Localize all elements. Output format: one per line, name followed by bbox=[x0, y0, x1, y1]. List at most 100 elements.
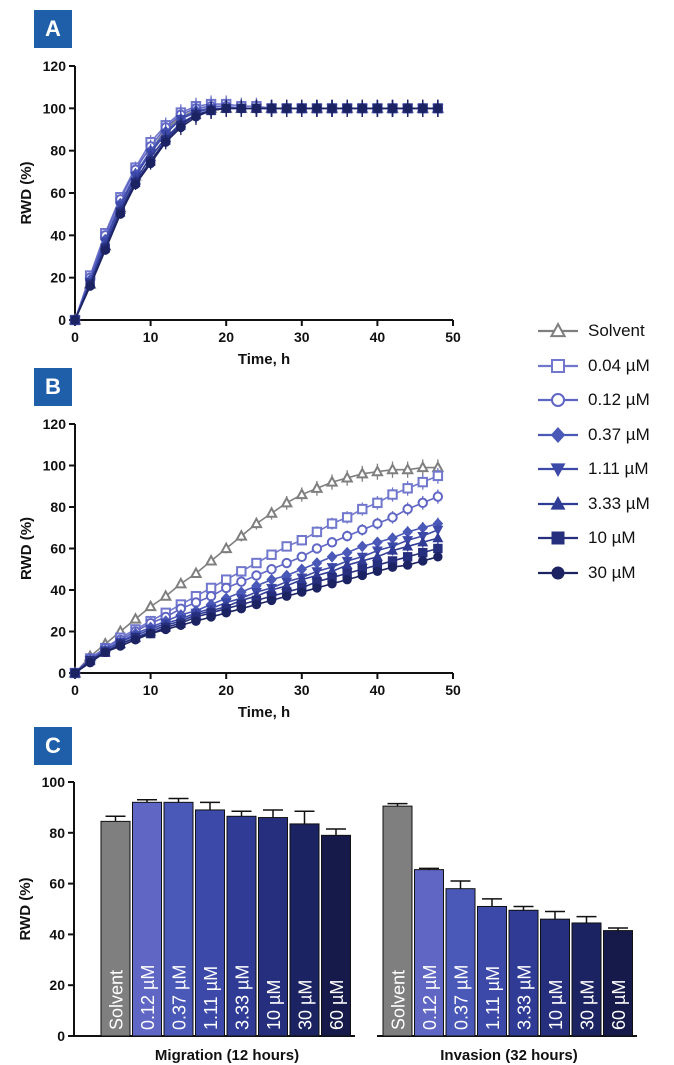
bar-label: 30 µM bbox=[296, 980, 316, 1030]
legend-marker bbox=[551, 531, 565, 545]
data-point bbox=[371, 550, 383, 561]
data-point bbox=[159, 589, 173, 601]
data-point bbox=[357, 503, 368, 515]
legend-swatch bbox=[538, 393, 578, 408]
data-point bbox=[235, 529, 248, 541]
data-point bbox=[100, 245, 110, 255]
x-tick-label: 10 bbox=[143, 682, 159, 698]
x-tick-label: 50 bbox=[445, 329, 461, 345]
line-chart-a: 0 20 40 60 80 100 120 0 10 20 30 40 50 Time, h RWD (%) bbox=[18, 58, 461, 368]
data-point bbox=[176, 122, 186, 133]
data-point bbox=[70, 668, 80, 678]
bar-label: 60 µM bbox=[327, 980, 347, 1030]
data-point bbox=[297, 103, 307, 114]
bar-label: 30 µM bbox=[578, 980, 598, 1030]
data-point bbox=[327, 103, 337, 114]
legend-marker bbox=[550, 495, 566, 510]
data-point bbox=[432, 532, 444, 543]
x-tick-label: 0 bbox=[71, 329, 79, 345]
y-tick-label: 0 bbox=[57, 1028, 65, 1044]
data-point bbox=[417, 476, 428, 488]
y-tick-label: 40 bbox=[50, 227, 66, 243]
data-point bbox=[100, 647, 110, 657]
data-point bbox=[266, 549, 277, 560]
group-label: Migration (12 hours) bbox=[155, 1047, 299, 1064]
data-point bbox=[402, 483, 413, 494]
bar bbox=[226, 815, 257, 1037]
bar-label: 1.11 µM bbox=[483, 966, 503, 1030]
y-axis-label: RWD (%) bbox=[17, 877, 34, 940]
bar-label: 10 µM bbox=[546, 980, 566, 1030]
legend-item: 3.33 µM bbox=[536, 487, 674, 522]
x-tick-label: 10 bbox=[143, 329, 159, 345]
series-3 bbox=[69, 99, 444, 326]
y-tick-label: 80 bbox=[49, 825, 65, 841]
y-tick-label: 20 bbox=[50, 624, 66, 640]
data-point bbox=[417, 536, 429, 547]
legend-item: 0.12 µM bbox=[536, 383, 674, 418]
legend-swatch bbox=[538, 566, 578, 580]
data-point bbox=[372, 103, 383, 114]
legend-marker bbox=[549, 322, 567, 338]
y-tick-label: 40 bbox=[49, 926, 65, 942]
bar-label: 0.37 µM bbox=[452, 965, 472, 1030]
data-point bbox=[174, 576, 188, 589]
bar bbox=[289, 823, 320, 1037]
data-point bbox=[280, 495, 293, 508]
series-line bbox=[74, 107, 438, 321]
bar bbox=[540, 918, 570, 1037]
data-point bbox=[341, 530, 353, 542]
data-point bbox=[432, 470, 444, 482]
data-point bbox=[432, 525, 444, 536]
data-point bbox=[296, 573, 308, 584]
data-point bbox=[295, 487, 309, 500]
data-point bbox=[312, 103, 322, 114]
data-point bbox=[310, 481, 324, 493]
bar bbox=[445, 888, 476, 1037]
data-point bbox=[145, 158, 156, 169]
y-tick-label: 80 bbox=[50, 499, 66, 515]
series-line bbox=[74, 103, 438, 321]
data-point bbox=[130, 179, 141, 190]
data-point bbox=[326, 551, 338, 563]
y-tick-label: 100 bbox=[43, 100, 67, 116]
y-tick-label: 60 bbox=[50, 185, 66, 201]
data-point bbox=[387, 544, 398, 555]
legend-marker bbox=[550, 463, 566, 478]
data-point bbox=[387, 562, 398, 572]
data-point bbox=[297, 587, 307, 597]
data-point bbox=[251, 599, 262, 610]
data-point bbox=[387, 512, 398, 523]
data-point bbox=[402, 552, 413, 562]
legend-item: 30 µM bbox=[536, 556, 674, 591]
data-point bbox=[189, 566, 203, 578]
data-point bbox=[205, 582, 217, 594]
bar bbox=[100, 820, 131, 1037]
data-point bbox=[281, 541, 292, 552]
y-tick-label: 100 bbox=[43, 458, 67, 474]
data-point bbox=[221, 608, 231, 618]
panel-label-c: C bbox=[34, 727, 72, 765]
y-tick-label: 20 bbox=[50, 270, 66, 286]
data-point bbox=[204, 554, 218, 566]
data-point bbox=[312, 583, 322, 593]
data-point bbox=[341, 512, 353, 523]
data-point bbox=[266, 103, 277, 114]
legend-swatch bbox=[538, 358, 578, 373]
data-point bbox=[265, 506, 278, 518]
data-point bbox=[70, 315, 80, 325]
bar bbox=[414, 869, 444, 1037]
series-6 bbox=[70, 99, 443, 325]
data-point bbox=[311, 543, 323, 554]
legend-swatch bbox=[538, 322, 578, 338]
data-point bbox=[342, 574, 352, 585]
series-1 bbox=[69, 95, 444, 326]
y-tick-label: 120 bbox=[43, 416, 67, 432]
data-point bbox=[387, 103, 398, 114]
legend-swatch bbox=[538, 495, 578, 510]
data-point bbox=[326, 537, 338, 548]
data-point bbox=[191, 112, 201, 122]
legend-label: 0.37 µM bbox=[588, 424, 650, 444]
bar bbox=[382, 805, 413, 1037]
